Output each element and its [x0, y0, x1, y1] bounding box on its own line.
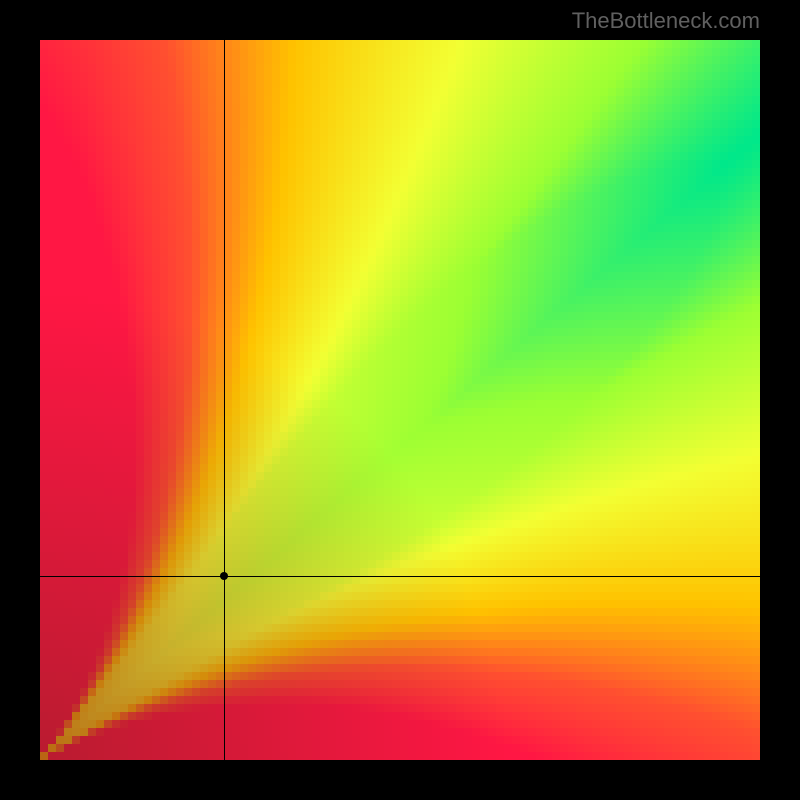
selected-point-marker — [220, 572, 228, 580]
bottleneck-heatmap — [40, 40, 760, 760]
heatmap-canvas — [40, 40, 760, 760]
watermark-text: TheBottleneck.com — [572, 8, 760, 34]
crosshair-horizontal — [40, 576, 760, 577]
crosshair-vertical — [224, 40, 225, 760]
